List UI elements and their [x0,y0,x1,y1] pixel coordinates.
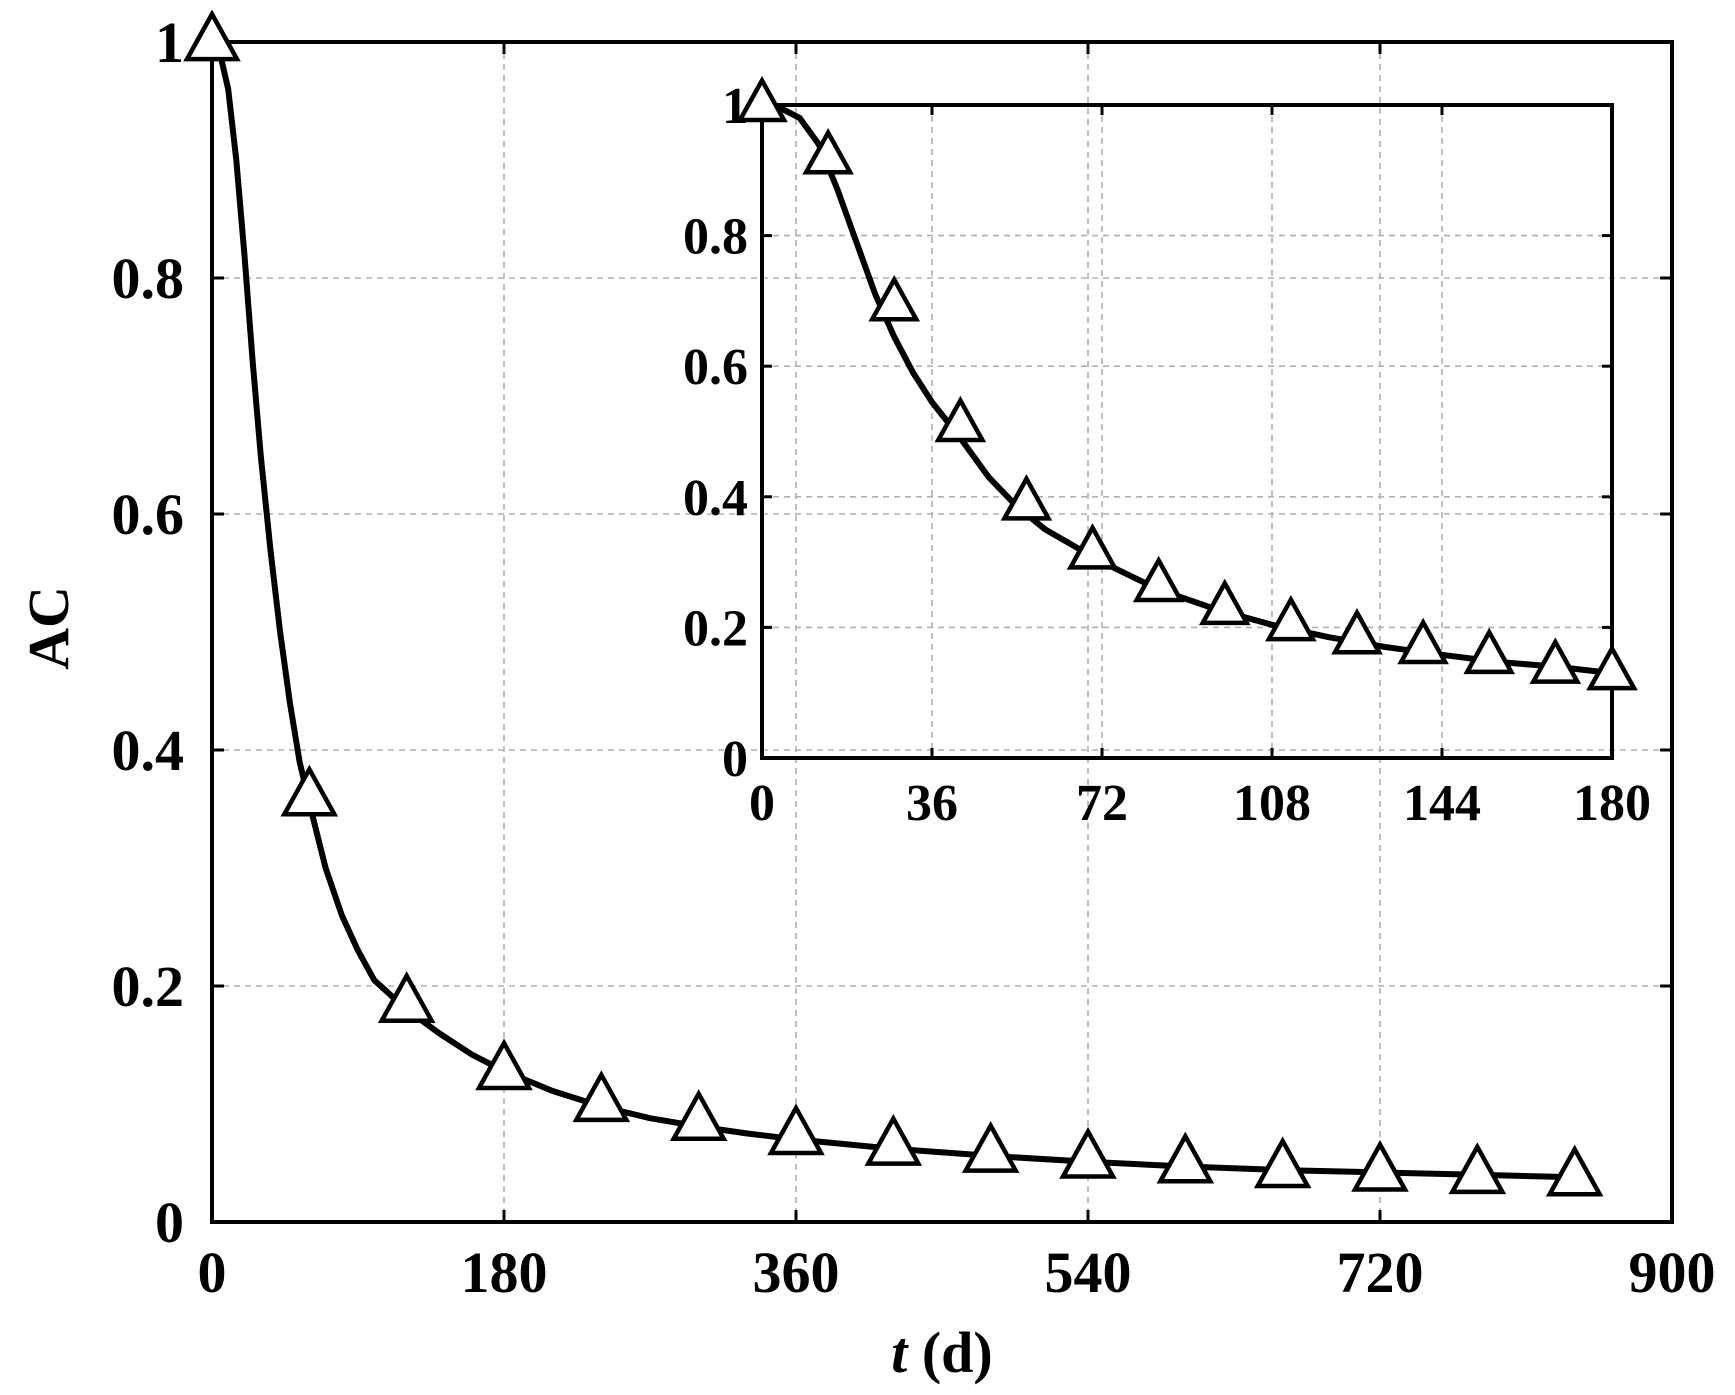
data-point [475,1038,533,1091]
inset-x-axis: 0 36 72 108 144 180 [749,105,1651,832]
y-axis-title: AC [16,586,81,670]
data-point [961,1121,1020,1173]
inset-data-point [1397,617,1449,665]
x-tick-label: 360 [753,1240,840,1305]
markers [183,9,1604,1197]
inset-x-tick-label: 180 [1573,775,1651,832]
data-point [1059,1126,1117,1179]
inset-data-point [1529,637,1582,684]
inset-data-point [1132,555,1185,603]
inset-x-tick-label: 0 [749,775,775,832]
inset-grid [762,105,1612,758]
inset-x-tick-label: 36 [906,775,958,832]
x-axis-title: t (d) [891,1320,993,1385]
inset-x-tick-label: 72 [1076,775,1128,832]
data-point [1448,1142,1507,1195]
x-axis-title-unit: (d) [907,1320,992,1385]
y-tick-label: 0 [155,1190,184,1255]
inset-series-line [759,102,1615,677]
y-tick-label: 0.8 [112,246,185,311]
x-tick-label: 720 [1337,1240,1424,1305]
data-point [1351,1139,1409,1192]
y-axis: 0 0.2 0.4 0.6 0.8 1 [112,10,1672,1255]
data-point [1545,1144,1604,1197]
grid [212,42,1672,1222]
inset-data-point [1463,627,1516,675]
inset-data-point [1331,608,1383,655]
y-tick-label: 0.2 [112,954,185,1019]
x-tick-label: 180 [461,1240,548,1305]
data-point [864,1113,923,1166]
data-point [767,1103,825,1156]
data-point [377,971,436,1024]
x-tick-label: 900 [1629,1240,1716,1305]
inset-data-point [934,395,987,443]
inset-y-tick-label: 0.4 [683,470,748,527]
plot-frame [210,40,1674,1224]
inset-markers [736,75,1638,691]
inset-data-point [1066,523,1119,570]
x-axis-title-variable: t [891,1320,909,1385]
y-tick-label: 0.4 [112,718,185,783]
y-tick-label: 1 [155,10,184,75]
inset-y-tick-label: 0 [722,731,748,788]
data-point [669,1089,728,1142]
inset-y-tick-label: 0.6 [683,339,748,396]
inset-data-point [1198,578,1251,626]
inset-data-point [802,128,854,175]
inset-data-point [1000,474,1053,521]
inset-y-tick-label: 0.2 [683,600,748,657]
y-tick-label: 0.6 [112,482,185,547]
x-tick-label: 540 [1045,1240,1132,1305]
inset-data-point [1586,643,1638,691]
data-point [280,764,339,817]
inset-data-point [1265,594,1317,642]
inset-plot: 0 36 72 108 144 180 0 0.2 0.4 0.6 0.8 1 [683,75,1651,832]
inset-x-tick-label: 144 [1403,775,1481,832]
inset-y-axis: 0 0.2 0.4 0.6 0.8 1 [683,78,1612,788]
inset-plot-frame [760,103,1614,760]
data-point [572,1070,631,1123]
data-point [183,9,241,62]
inset-y-tick-label: 1 [722,78,748,135]
inset-x-tick-label: 108 [1233,775,1311,832]
data-point [1253,1136,1312,1189]
data-point [1156,1131,1215,1184]
x-axis: 0 180 360 540 720 900 [198,42,1716,1305]
inset-data-point [868,274,921,322]
inset-y-tick-label: 0.8 [683,209,748,266]
inset-data-point [736,75,788,123]
x-tick-label: 0 [198,1240,227,1305]
